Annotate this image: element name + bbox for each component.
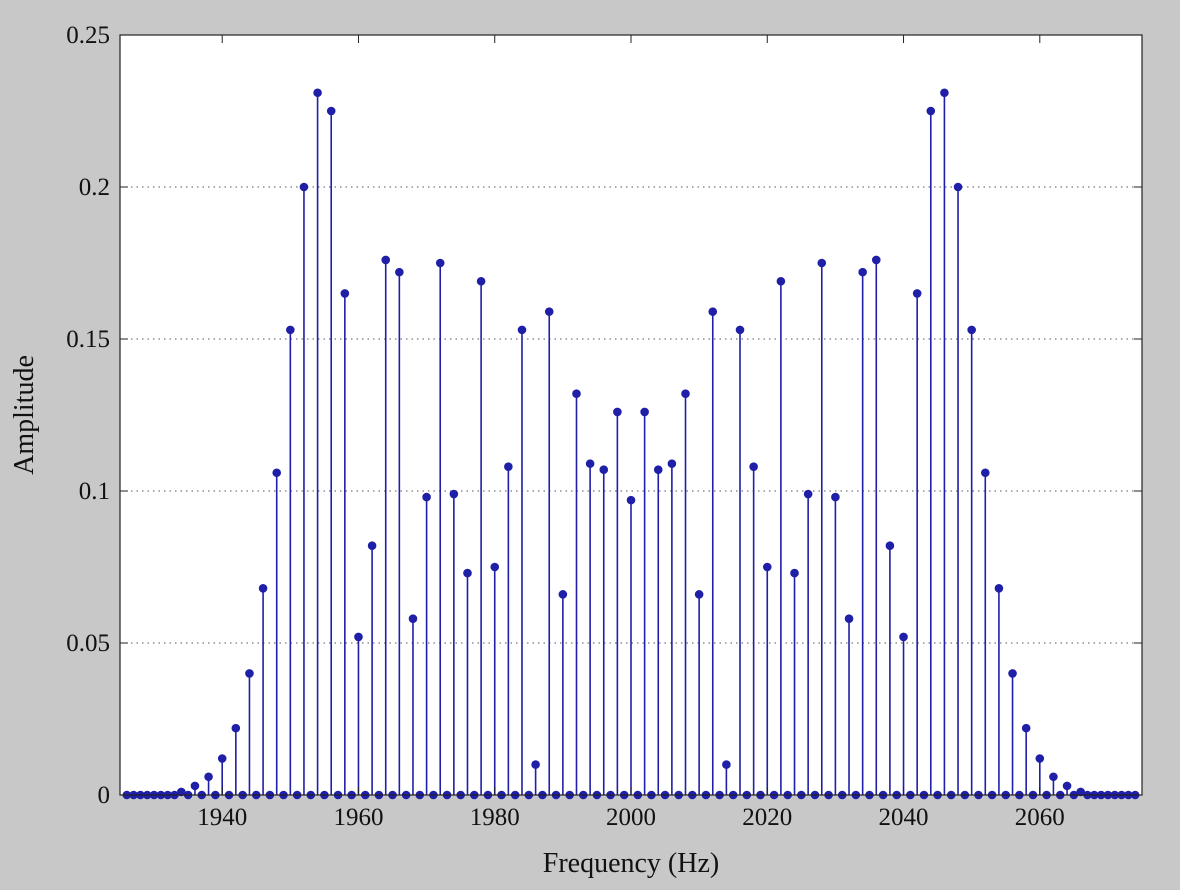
stem-marker [858, 267, 867, 277]
stem-marker [381, 255, 391, 265]
stem-marker [885, 541, 895, 551]
stem-marker [831, 492, 840, 502]
stem-marker [871, 255, 881, 265]
y-tick-label: 0.05 [66, 630, 110, 657]
stem-marker [544, 307, 554, 316]
stem-marker [490, 562, 500, 572]
stem-marker [558, 590, 568, 599]
x-tick-label: 1960 [333, 804, 383, 831]
stem-marker [463, 568, 472, 578]
stem-marker [940, 88, 949, 98]
stem-marker [776, 276, 786, 286]
stem-marker [286, 325, 295, 335]
stem-marker [572, 389, 581, 399]
stem-marker [1008, 669, 1017, 678]
stem-marker [599, 465, 609, 475]
stem-marker [967, 325, 976, 335]
stem-marker [1035, 754, 1045, 763]
stem-marker [1049, 772, 1058, 782]
stem-marker [817, 258, 827, 268]
x-tick-label: 2040 [879, 804, 929, 831]
stem-marker [1062, 781, 1072, 791]
stem-marker [708, 307, 718, 316]
stem-marker [1021, 723, 1031, 733]
stem-marker [722, 760, 731, 769]
stem-marker [667, 459, 677, 468]
stem-marker [217, 754, 227, 763]
stem-marker [435, 258, 445, 268]
stem-marker [926, 106, 936, 116]
stem-marker [980, 468, 990, 478]
stem-marker [694, 590, 704, 599]
y-axis-ticks: 0 0.05 0.1 0.15 0.2 0.25 [66, 22, 1142, 809]
stem-marker [762, 562, 772, 572]
stem-marker [844, 614, 854, 623]
stem-marker [735, 325, 745, 335]
stem-marker [899, 632, 908, 642]
stem-marker [326, 106, 336, 116]
y-tick-label: 0.15 [66, 326, 110, 353]
y-tick-label: 0.25 [66, 22, 110, 49]
stem-marker [354, 632, 363, 642]
stem-marker [476, 276, 486, 286]
y-tick-label: 0.1 [79, 478, 110, 505]
stem-marker [408, 614, 418, 623]
x-tick-label: 2000 [606, 804, 656, 831]
y-tick-label: 0 [98, 782, 111, 809]
plot-frame [119, 34, 1143, 796]
stem-marker [204, 772, 213, 782]
stem-marker [422, 492, 431, 502]
stem-marker [653, 465, 663, 475]
stem-marker [258, 583, 268, 593]
stem-marker [504, 462, 513, 471]
stem-marker [912, 289, 922, 298]
stem-marker [367, 541, 377, 551]
stem-marker [681, 389, 690, 399]
x-axis-label: Frequency (Hz) [543, 848, 719, 879]
stem-marker [994, 583, 1004, 593]
stem-marker [790, 568, 799, 578]
stem-marker [749, 462, 758, 471]
x-tick-label: 2060 [1015, 804, 1065, 831]
stem-marker [272, 468, 282, 478]
stem-marker [190, 781, 200, 791]
y-axis-label: Amplitude [9, 355, 40, 475]
stem-marker [613, 407, 622, 417]
stem-marker [640, 407, 649, 417]
x-axis-ticks: 1940 1960 1980 2000 2020 2040 2060 [197, 35, 1065, 831]
stem-marker [803, 489, 813, 499]
stem-marker [531, 760, 540, 769]
stem-marker [231, 723, 241, 733]
stem-marker [953, 182, 963, 192]
stem-marker [395, 267, 404, 277]
stem-marker [585, 459, 595, 468]
stem-marker [340, 289, 350, 298]
stem-marker [245, 669, 254, 678]
x-tick-label: 1980 [470, 804, 520, 831]
stem-marker [449, 489, 459, 499]
x-tick-label: 1940 [197, 804, 247, 831]
stem-marker [517, 325, 527, 335]
stem-marker [626, 495, 636, 505]
stem-marker [313, 88, 322, 98]
y-tick-label: 0.2 [79, 174, 110, 201]
x-tick-label: 2020 [742, 804, 792, 831]
stem-marker [299, 182, 309, 192]
